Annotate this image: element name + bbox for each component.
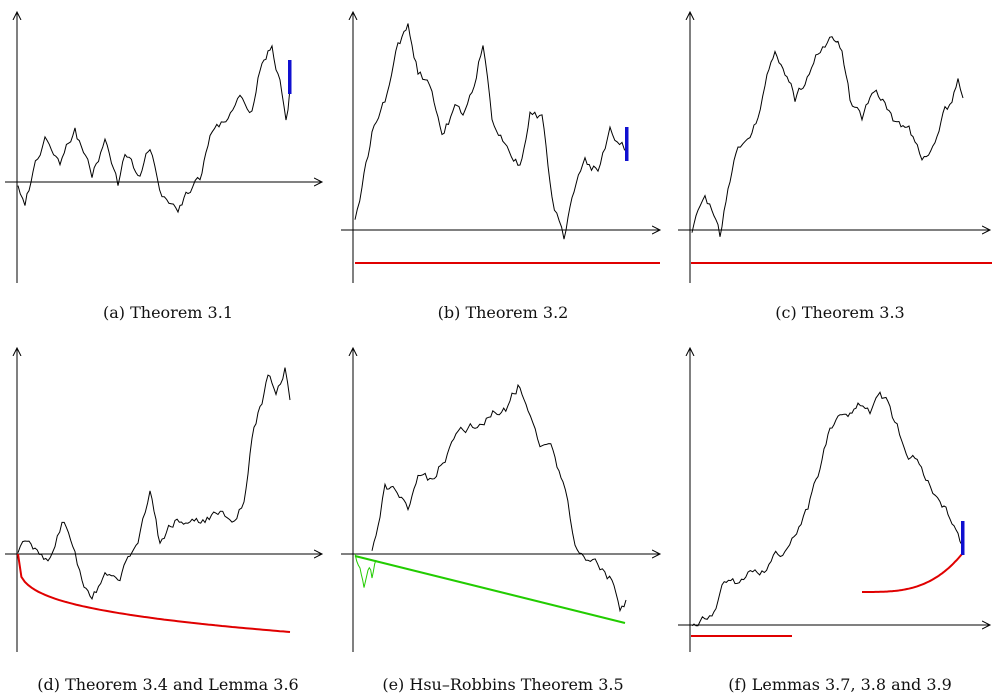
axes-f (678, 348, 990, 652)
panel-f: (f) Lemmas 3.7, 3.8 and 3.9 (678, 348, 990, 694)
red-boundary-curve-f (862, 553, 963, 593)
caption-c: (c) Theorem 3.3 (775, 303, 904, 322)
panel-b: (b) Theorem 3.2 (341, 12, 660, 322)
random-walk-path-e (371, 383, 627, 613)
blue-window-a (288, 60, 292, 94)
blue-window-f (961, 521, 965, 555)
caption-f: (f) Lemmas 3.7, 3.8 and 3.9 (728, 675, 952, 694)
random-walk-path-d (17, 367, 291, 601)
red-boundary-curve-d (17, 553, 291, 633)
axes-d (5, 348, 322, 652)
blue-window-b (625, 127, 629, 161)
panel-c: (c) Theorem 3.3 (678, 12, 992, 322)
axes-c (678, 12, 990, 283)
panel-e: (e) Hsu–Robbins Theorem 3.5 (341, 348, 660, 694)
axes-a (5, 12, 322, 283)
panel-d: (d) Theorem 3.4 and Lemma 3.6 (5, 348, 322, 694)
panel-a: (a) Theorem 3.1 (5, 12, 322, 322)
green-line-e (354, 555, 626, 624)
caption-b: (b) Theorem 3.2 (438, 303, 569, 322)
caption-e: (e) Hsu–Robbins Theorem 3.5 (382, 675, 623, 694)
random-walk-path-b (354, 23, 628, 240)
random-walk-path-f (691, 391, 963, 627)
green-initial-path-e (354, 553, 377, 588)
caption-a: (a) Theorem 3.1 (103, 303, 233, 322)
caption-d: (d) Theorem 3.4 and Lemma 3.6 (37, 675, 298, 694)
random-walk-path-a (17, 44, 291, 214)
random-walk-path-c (691, 36, 964, 237)
axes-b (341, 12, 660, 283)
axes-e (341, 348, 660, 652)
